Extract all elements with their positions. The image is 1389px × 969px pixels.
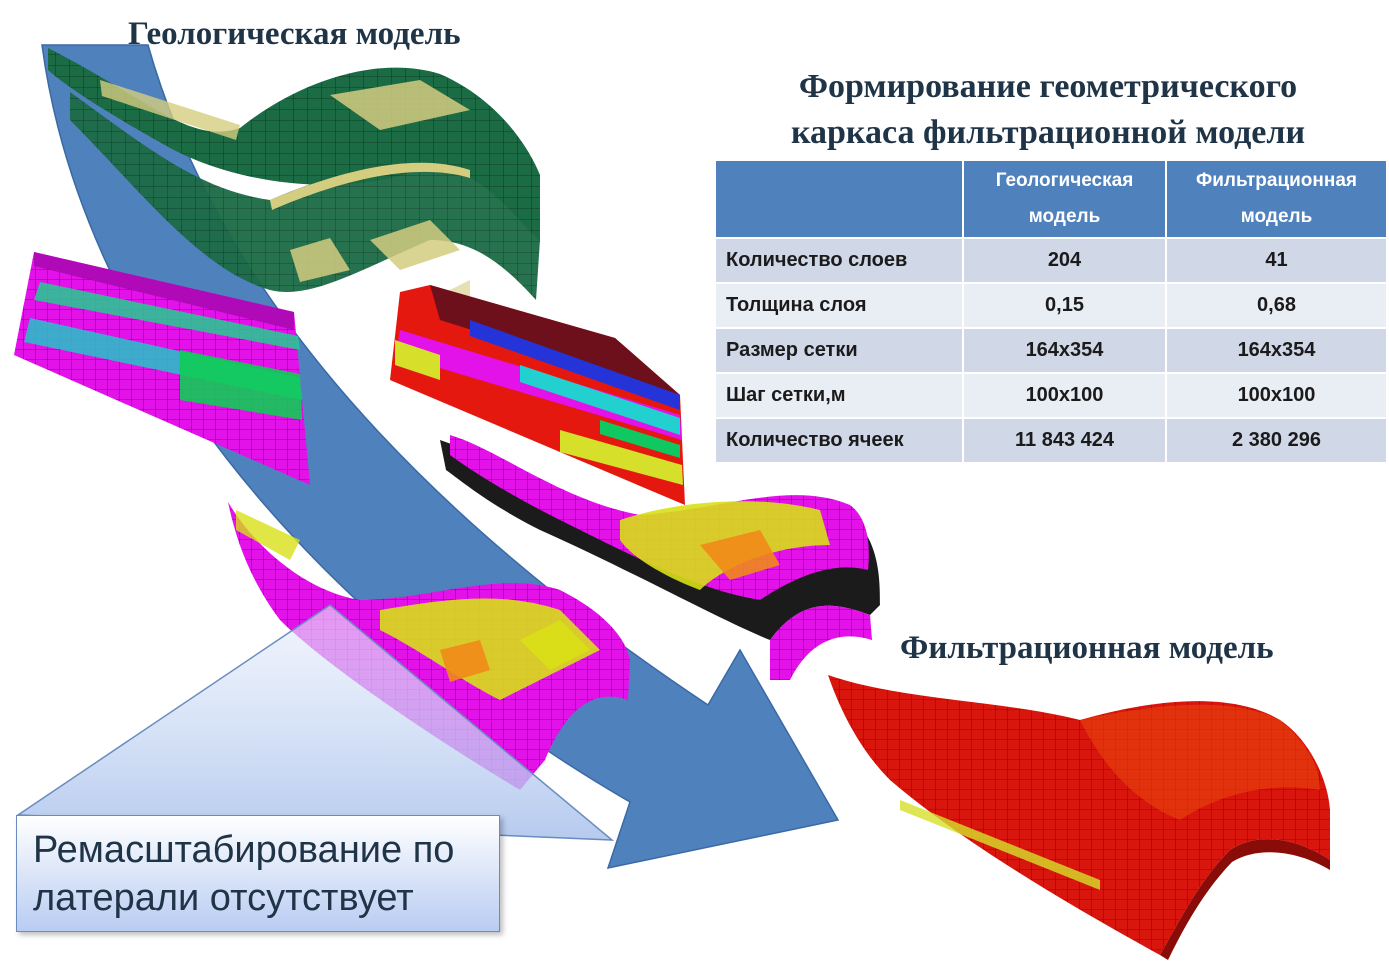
table-header-row: Геологическая модель Фильтрационная моде…	[714, 159, 1388, 239]
filtration-model-title: Фильтрационная модель	[900, 630, 1274, 666]
row-label: Шаг сетки,м	[714, 372, 964, 419]
page-title-line-1: Формирование геометрического	[798, 68, 1298, 105]
right-slice-3d	[390, 285, 685, 505]
geo-value: 100x100	[962, 372, 1167, 419]
geo-value: 164x354	[962, 327, 1167, 374]
filtration-model-3d	[828, 675, 1330, 960]
row-label: Толщина слоя	[714, 282, 964, 329]
table-header-filtration: Фильтрационная модель	[1165, 159, 1388, 239]
table-row: Количество ячеек 11 843 424 2 380 296	[714, 417, 1388, 464]
lower-model-3d	[228, 502, 630, 790]
geo-value: 0,15	[962, 282, 1167, 329]
row-label: Количество ячеек	[714, 417, 964, 464]
geological-model-title: Геологическая модель	[128, 16, 461, 52]
filt-value: 164x354	[1165, 327, 1388, 374]
table-row: Толщина слоя 0,15 0,68	[714, 282, 1388, 329]
table-row: Размер сетки 164x354 164x354	[714, 327, 1388, 374]
geo-value: 204	[962, 237, 1167, 284]
filt-value: 100x100	[1165, 372, 1388, 419]
page-title-line-2: каркаса фильтрационной модели	[790, 114, 1306, 151]
row-label: Количество слоев	[714, 237, 964, 284]
table-header-geological: Геологическая модель	[962, 159, 1167, 239]
note-line-1: Ремасштабирование по	[33, 829, 455, 871]
geo-value: 11 843 424	[962, 417, 1167, 464]
left-slice-3d	[14, 252, 310, 485]
filt-value: 2 380 296	[1165, 417, 1388, 464]
table-row: Шаг сетки,м 100x100 100x100	[714, 372, 1388, 419]
row-label: Размер сетки	[714, 327, 964, 374]
page-title: Формирование геометрического каркаса фил…	[712, 64, 1384, 156]
upscaling-note: Ремасштабирование по латерали отсутствуе…	[16, 815, 500, 932]
table-row: Количество слоев 204 41	[714, 237, 1388, 284]
middle-model-3d	[440, 435, 880, 680]
table-header-empty	[714, 159, 964, 239]
note-line-2: латерали отсутствует	[33, 877, 414, 919]
filt-value: 41	[1165, 237, 1388, 284]
filt-value: 0,68	[1165, 282, 1388, 329]
model-comparison-table: Геологическая модель Фильтрационная моде…	[714, 159, 1388, 464]
